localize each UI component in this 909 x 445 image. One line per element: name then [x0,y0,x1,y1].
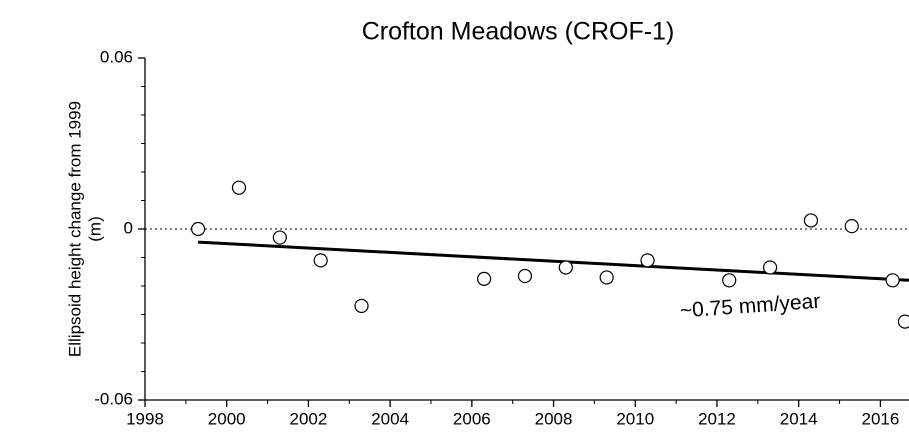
data-point [354,298,369,314]
chart-title: Crofton Meadows (CROF-1) [362,18,675,46]
x-tick-label: 2014 [780,409,818,428]
y-axis-label: Ellipsoid height change from 1999 [65,101,84,357]
data-point [640,253,655,268]
x-tick-label: 2008 [535,409,573,428]
data-point [599,270,614,285]
x-tick-label: 2016 [861,409,899,428]
data-point [517,268,533,284]
data-point [558,260,573,275]
data-point [477,271,492,286]
data-point [191,221,206,237]
data-point [313,253,328,268]
trend-line [198,240,909,282]
data-point [722,273,737,288]
data-point [885,273,900,288]
y-tick-label: 0.06 [100,47,133,66]
y-tick-label: -0.06 [94,389,133,408]
x-tick-label: 1998 [126,409,164,428]
data-point [272,230,287,245]
x-tick-label: 2006 [453,409,491,428]
x-tick-label: 2012 [698,409,736,428]
annotation: ~0.75 mm/year [679,290,821,323]
x-tick-label: 2010 [616,409,654,428]
x-tick-label: 2000 [208,409,246,428]
x-tick-label: 2004 [371,409,409,428]
data-point [762,260,778,275]
data-point [897,314,909,329]
y-axis-label: (m) [85,216,104,241]
data-point [844,219,859,234]
y-tick-label: 0 [124,218,133,237]
data-point [231,180,247,195]
data-point [803,213,819,228]
x-tick-label: 2002 [290,409,328,428]
